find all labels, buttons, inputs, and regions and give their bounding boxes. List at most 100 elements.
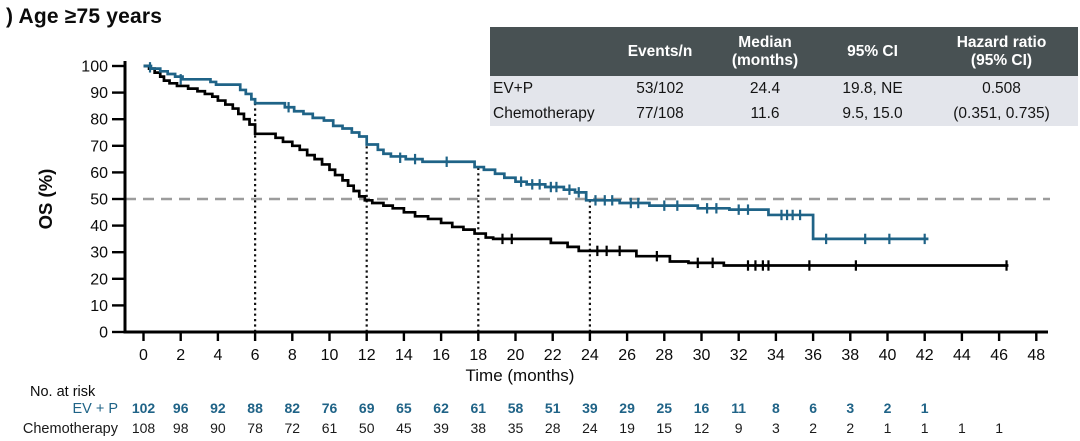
risk-value-0-t14: 65	[396, 400, 412, 416]
risk-value-0-t28: 25	[657, 400, 673, 416]
y-tick-label-100: 100	[81, 59, 108, 76]
risk-value-0-t34: 8	[772, 400, 780, 416]
risk-value-1-t30: 12	[694, 420, 710, 436]
summary-table: Events/n Median (months) 95% CI Hazard ratio…	[490, 27, 1078, 126]
y-tick-label-70: 70	[90, 138, 108, 155]
risk-value-0-t38: 3	[846, 400, 854, 416]
risk-value-0-t8: 82	[285, 400, 301, 416]
risk-value-1-t44: 1	[958, 420, 966, 436]
x-tick-label-18: 18	[469, 347, 487, 364]
x-tick-label-12: 12	[358, 347, 376, 364]
summary-row-1-ci: 9.5, 15.0	[820, 101, 925, 126]
risk-value-1-t22: 28	[545, 420, 561, 436]
summary-row-1-median: 11.6	[710, 101, 820, 126]
x-tick-label-8: 8	[288, 347, 297, 364]
risk-value-0-t30: 16	[694, 400, 710, 416]
x-tick-label-36: 36	[804, 347, 822, 364]
risk-value-1-t16: 39	[433, 420, 449, 436]
y-tick-label-90: 90	[90, 85, 108, 102]
y-tick-label-60: 60	[90, 165, 108, 182]
risk-value-0-t6: 88	[247, 400, 263, 416]
risk-value-0-t42: 1	[921, 400, 929, 416]
risk-value-1-t14: 45	[396, 420, 412, 436]
y-tick-label-10: 10	[90, 298, 108, 315]
summary-row-0-ci: 19.8, NE	[820, 76, 925, 101]
summary-row-0-events_n: 53/102	[610, 76, 710, 101]
summary-row-1-name: Chemotherapy	[490, 101, 610, 126]
x-tick-label-0: 0	[139, 347, 148, 364]
risk-value-1-t8: 72	[285, 420, 301, 436]
risk-value-0-t20: 58	[508, 400, 524, 416]
risk-value-1-t6: 78	[247, 420, 263, 436]
risk-value-0-t32: 11	[731, 400, 746, 416]
summary-header-col-2: Median (months)	[710, 27, 820, 76]
y-tick-label-0: 0	[99, 325, 108, 342]
summary-row-1-events_n: 77/108	[610, 101, 710, 126]
risk-value-1-t24: 24	[582, 420, 598, 436]
summary-row-0-name: EV+P	[490, 76, 610, 101]
risk-value-0-t36: 6	[809, 400, 817, 416]
y-tick-label-80: 80	[90, 112, 108, 129]
summary-header-col-0	[490, 27, 610, 76]
risk-value-0-t0: 102	[132, 400, 156, 416]
x-tick-label-44: 44	[953, 347, 971, 364]
summary-header-col-4: Hazard ratio (95% CI)	[925, 27, 1078, 76]
y-axis-label: OS (%)	[35, 169, 56, 230]
summary-header-col-3: 95% CI	[820, 27, 925, 76]
x-tick-label-46: 46	[990, 347, 1008, 364]
x-tick-label-38: 38	[841, 347, 859, 364]
y-tick-label-40: 40	[90, 218, 108, 235]
chart-title: ) Age ≥75 years	[6, 5, 163, 28]
x-tick-label-14: 14	[395, 347, 413, 364]
risk-value-0-t10: 76	[322, 400, 338, 416]
risk-value-0-t24: 39	[582, 400, 598, 416]
risk-table-caption: No. at risk	[30, 384, 96, 400]
x-tick-label-42: 42	[916, 347, 934, 364]
summary-row-1-hr: (0.351, 0.735)	[925, 101, 1078, 126]
ev-p-curve	[143, 64, 929, 241]
risk-value-1-t34: 3	[772, 420, 780, 436]
x-tick-label-40: 40	[879, 347, 897, 364]
risk-value-1-t26: 19	[619, 420, 635, 436]
x-tick-label-10: 10	[321, 347, 339, 364]
risk-value-1-t0: 108	[132, 420, 156, 436]
x-tick-label-34: 34	[767, 347, 785, 364]
x-tick-label-24: 24	[581, 347, 599, 364]
x-tick-label-26: 26	[618, 347, 636, 364]
x-tick-label-16: 16	[432, 347, 450, 364]
chemotherapy-curve	[143, 64, 1009, 267]
risk-value-1-t38: 2	[846, 420, 854, 436]
risk-value-0-t4: 92	[210, 400, 226, 416]
y-tick-label-30: 30	[90, 245, 108, 262]
x-tick-label-20: 20	[507, 347, 525, 364]
x-tick-label-2: 2	[176, 347, 185, 364]
risk-value-0-t40: 2	[884, 400, 892, 416]
summary-row-0-hr: 0.508	[925, 76, 1078, 101]
x-axis-label: Time (months)	[466, 366, 575, 385]
risk-row-label-1: Chemotherapy	[23, 421, 119, 437]
risk-value-1-t10: 61	[322, 420, 338, 436]
risk-value-0-t12: 69	[359, 400, 375, 416]
x-tick-label-28: 28	[655, 347, 673, 364]
x-tick-label-22: 22	[544, 347, 562, 364]
risk-value-1-t46: 1	[995, 420, 1003, 436]
risk-row-label-0: EV + P	[72, 401, 118, 417]
risk-value-0-t2: 96	[173, 400, 189, 416]
risk-value-1-t36: 2	[809, 420, 817, 436]
risk-value-1-t32: 9	[735, 420, 743, 436]
x-tick-label-32: 32	[730, 347, 748, 364]
risk-value-1-t20: 35	[508, 420, 524, 436]
x-tick-label-4: 4	[213, 347, 222, 364]
summary-header-col-1: Events/n	[610, 27, 710, 76]
risk-value-0-t26: 29	[619, 400, 635, 416]
x-tick-label-48: 48	[1027, 347, 1045, 364]
summary-row-0-median: 24.4	[710, 76, 820, 101]
x-tick-label-30: 30	[693, 347, 711, 364]
x-tick-label-6: 6	[251, 347, 260, 364]
risk-value-1-t28: 15	[657, 420, 673, 436]
risk-value-1-t4: 90	[210, 420, 226, 436]
risk-value-1-t18: 38	[471, 420, 487, 436]
y-tick-label-20: 20	[90, 271, 108, 288]
